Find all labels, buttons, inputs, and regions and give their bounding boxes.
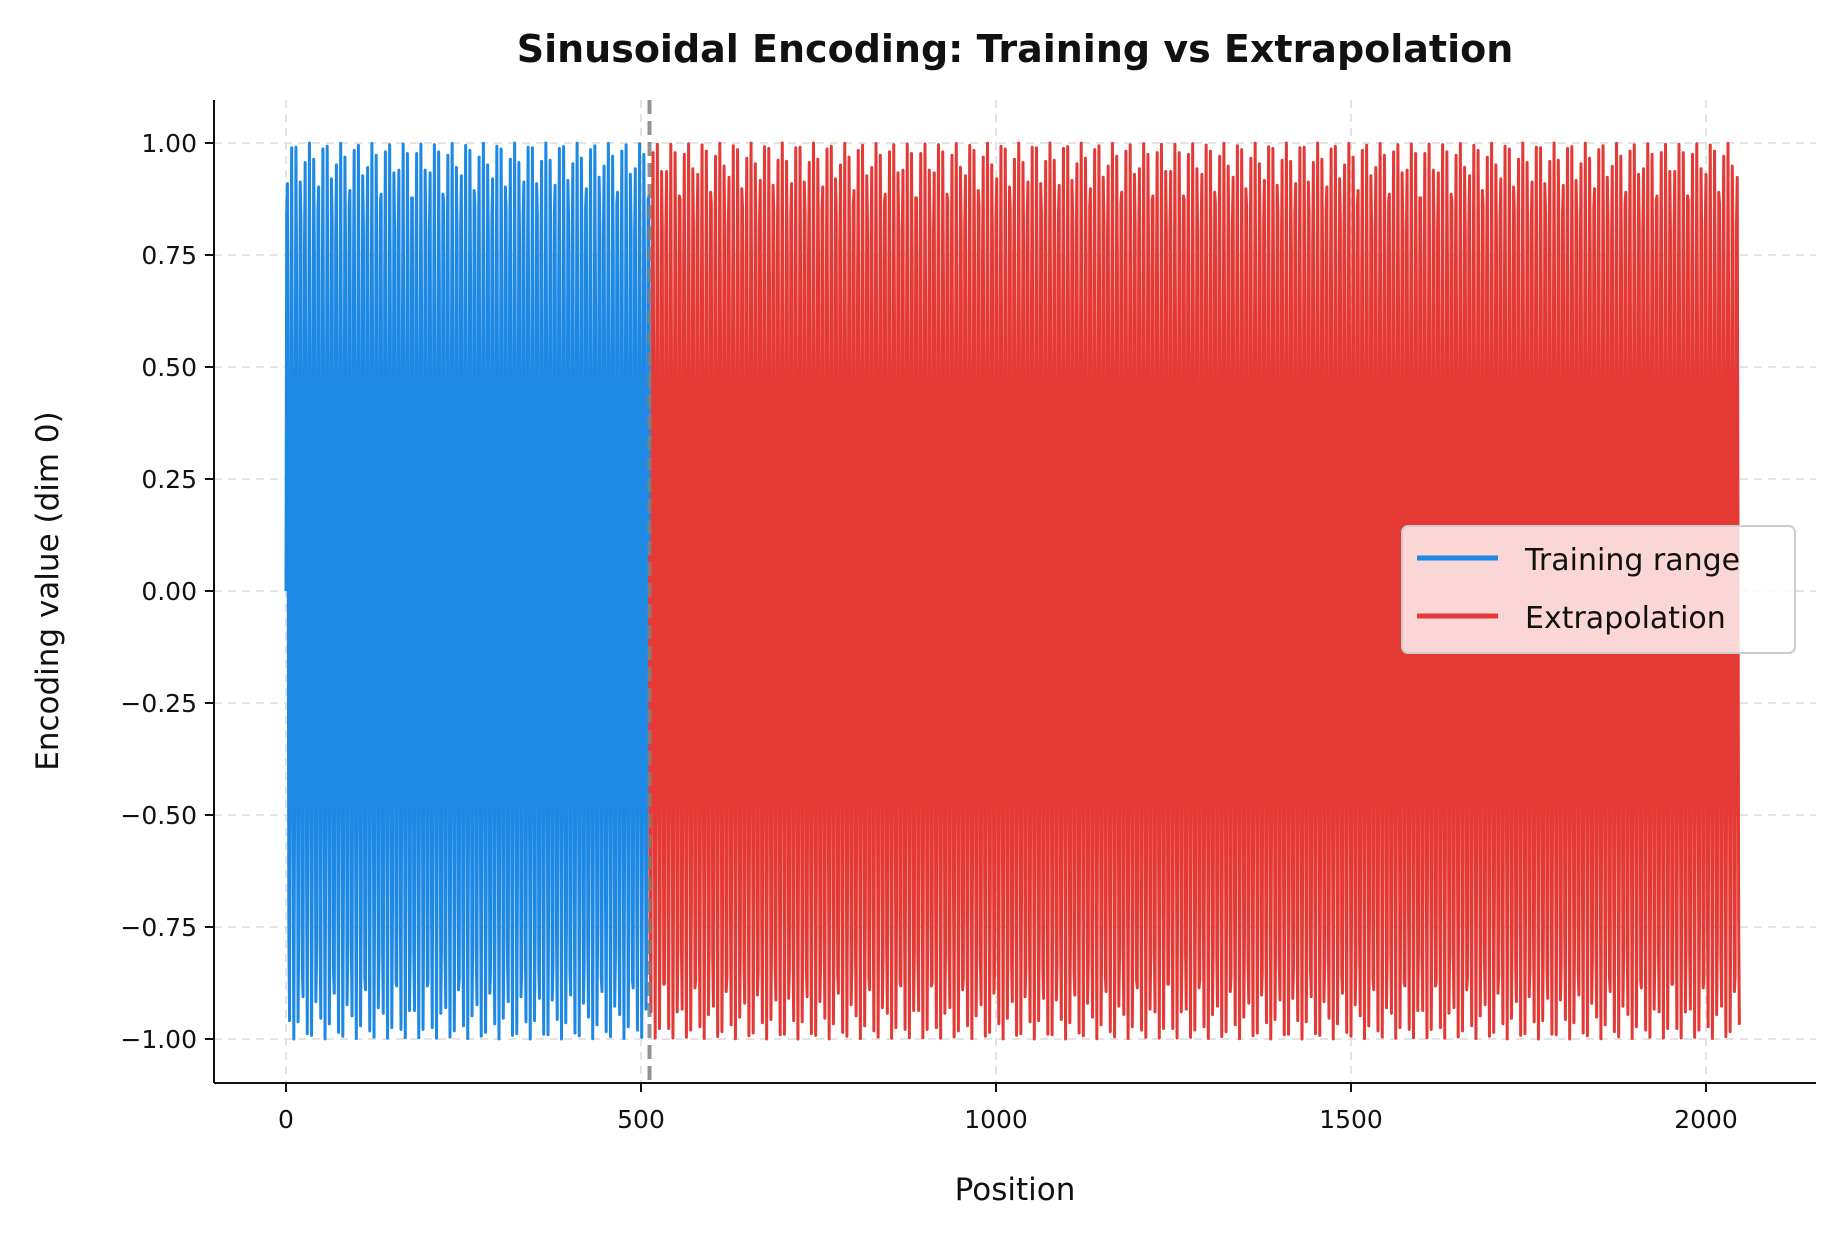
- x-tick-label: 1000: [964, 1105, 1028, 1134]
- legend: Training range Extrapolation: [1401, 525, 1796, 654]
- y-tick-label: 0.25: [141, 465, 197, 494]
- y-axis-label: Encoding value (dim 0): [30, 411, 66, 771]
- x-tick-label: 2000: [1674, 1105, 1738, 1134]
- y-tick-label: −1.00: [120, 1025, 197, 1054]
- y-tick-label: −0.25: [120, 689, 197, 718]
- y-tick-label: −0.50: [120, 801, 197, 830]
- chart-title: Sinusoidal Encoding: Training vs Extrapo…: [517, 27, 1514, 71]
- legend-label-extrapolation: Extrapolation: [1525, 601, 1726, 636]
- x-ticks: 0 500 1000 1500 2000: [278, 1083, 1738, 1134]
- legend-frame: [1401, 525, 1796, 654]
- series-line-training: [284, 141, 652, 1041]
- series-line-extrapolation: [648, 141, 1741, 1041]
- y-tick-label: 0.50: [141, 353, 197, 382]
- series-group: [284, 141, 1741, 1041]
- y-ticks: 1.00 0.75 0.50 0.25 0.00 −0.25 −0.50 −0.75 −1.00: [120, 129, 214, 1054]
- x-tick-label: 500: [617, 1105, 665, 1134]
- y-tick-label: 0.00: [141, 577, 197, 606]
- x-tick-label: 0: [278, 1105, 294, 1134]
- y-tick-label: −0.75: [120, 913, 197, 942]
- y-tick-label: 1.00: [141, 129, 197, 158]
- x-tick-label: 1500: [1319, 1105, 1383, 1134]
- x-axis-label: Position: [955, 1172, 1076, 1208]
- y-tick-label: 0.75: [141, 241, 197, 270]
- legend-label-training: Training range: [1524, 543, 1740, 578]
